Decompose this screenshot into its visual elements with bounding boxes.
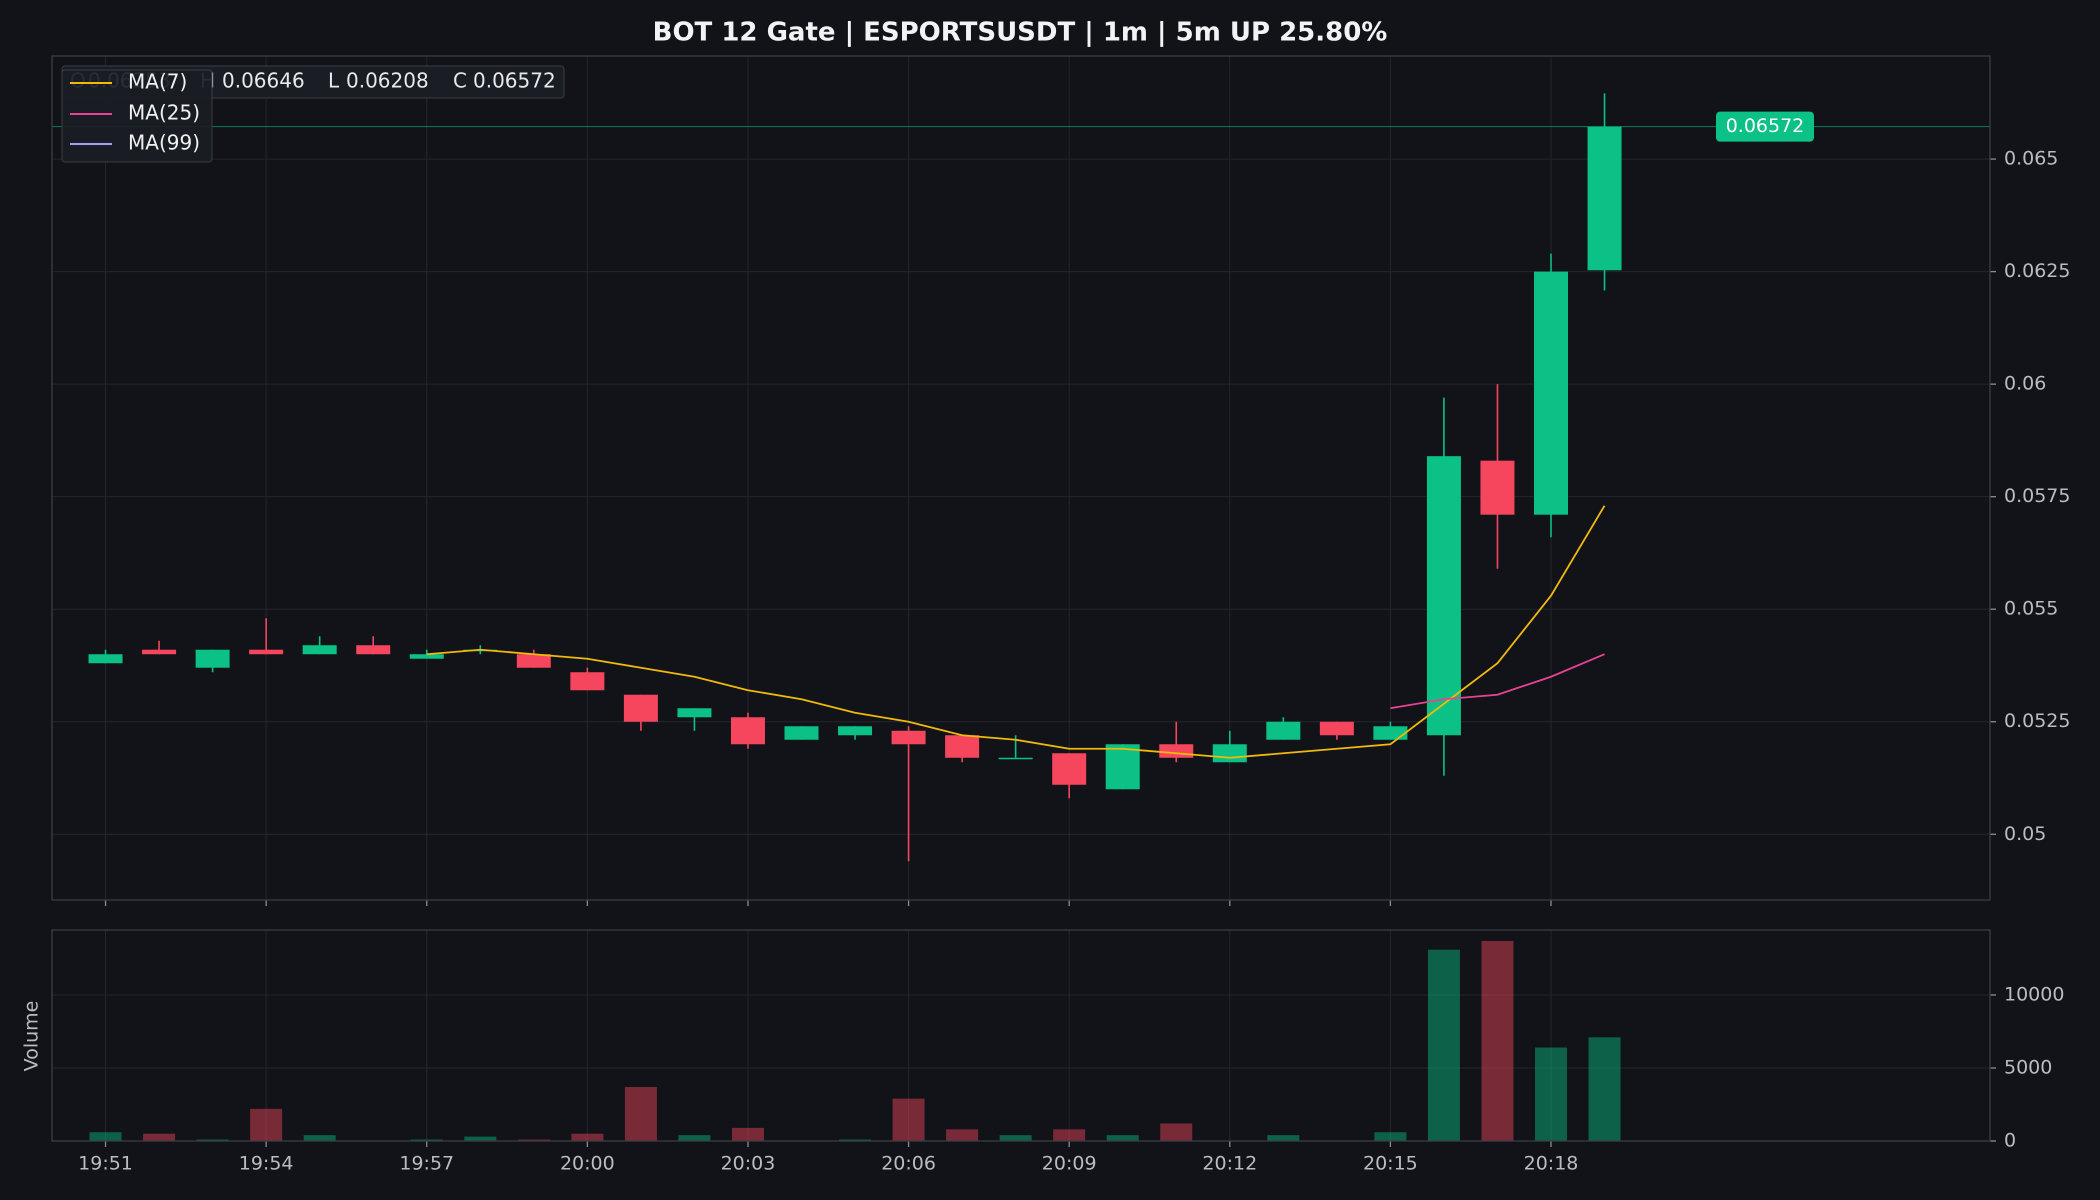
- volume-bar: [464, 1136, 497, 1141]
- volume-bar: [571, 1133, 604, 1141]
- plot-layer: 0.05 0.0525 0.055 0.0575 0.06 0.0625 0.065 0 500…: [52, 93, 2070, 1175]
- volume-bar: [1267, 1135, 1300, 1141]
- y-tick-label: 0.05: [2004, 823, 2046, 845]
- candle-body: [356, 645, 391, 655]
- candle-body: [570, 672, 605, 691]
- candle-body: [998, 757, 1033, 760]
- candle-body: [1159, 744, 1194, 758]
- volume-bar: [839, 1139, 872, 1141]
- candle-body: [1105, 744, 1140, 790]
- legend-label: MA(25): [128, 101, 200, 125]
- volume-bar: [410, 1139, 443, 1141]
- candle-body: [249, 649, 284, 655]
- volume-frame: [51, 929, 1991, 1142]
- x-tick-label: 19:51: [78, 1153, 133, 1175]
- volume-bar: [303, 1135, 336, 1141]
- volume-bar: [1427, 949, 1460, 1141]
- volume-bar: [1535, 1047, 1568, 1141]
- volume-bar: [517, 1139, 550, 1141]
- x-tick-label: 20:18: [1524, 1153, 1579, 1175]
- volume-bar: [946, 1129, 979, 1141]
- candle-body: [945, 735, 980, 758]
- x-tick-label: 19:54: [239, 1153, 294, 1175]
- volume-bar: [1588, 1037, 1621, 1141]
- x-tick-label: 20:06: [881, 1153, 936, 1175]
- ma-line: [426, 505, 1606, 759]
- y-tick-label: 5000: [2004, 1056, 2052, 1078]
- volume-axis-label: Volume: [21, 1001, 43, 1072]
- volume-bar: [250, 1108, 283, 1141]
- candle-body: [730, 717, 765, 745]
- candle-body: [784, 726, 819, 740]
- candle-body: [88, 654, 123, 664]
- candle-body: [1587, 126, 1622, 271]
- info-value: 0.06572: [473, 69, 556, 93]
- volume-bar: [1374, 1132, 1407, 1141]
- y-tick-label: 0.0625: [2004, 260, 2070, 282]
- candle-body: [1426, 456, 1461, 736]
- y-tick-label: 0.06: [2004, 373, 2046, 395]
- volume-bar: [624, 1086, 657, 1141]
- candle-body: [838, 726, 873, 736]
- candle-body: [1373, 726, 1408, 740]
- y-tick-label: 10000: [2004, 983, 2064, 1005]
- price-frame: [51, 55, 1991, 901]
- volume-bar: [892, 1098, 925, 1141]
- legend-bg: [61, 69, 213, 163]
- candle-body: [195, 649, 230, 668]
- legend-label: MA(99): [128, 131, 200, 155]
- legend: MA(7) MA(25) MA(99): [61, 69, 213, 163]
- legend-label: MA(7): [128, 70, 187, 94]
- candle-body: [1266, 721, 1301, 740]
- info-label: L: [328, 69, 340, 93]
- x-tick-label: 20:03: [721, 1153, 776, 1175]
- candle-body: [1052, 753, 1087, 785]
- y-tick-label: 0: [2004, 1130, 2016, 1152]
- volume-bar: [143, 1133, 176, 1141]
- chart-title: BOT 12 Gate | ESPORTSUSDT | 1m | 5m UP 2…: [653, 18, 1388, 48]
- last-price-badge: [1716, 111, 1814, 142]
- candle-body: [1480, 460, 1515, 515]
- x-tick-label: 20:12: [1202, 1153, 1257, 1175]
- volume-bar: [678, 1135, 711, 1141]
- candle-body: [1319, 721, 1354, 736]
- volume-bar: [731, 1127, 764, 1141]
- volume-bar: [89, 1132, 122, 1141]
- last-price-label: 0.06572: [1726, 115, 1805, 137]
- y-tick-label: 0.0525: [2004, 710, 2070, 732]
- x-tick-label: 20:00: [560, 1153, 615, 1175]
- x-tick-label: 19:57: [399, 1153, 454, 1175]
- candle-body: [677, 708, 712, 718]
- x-tick-label: 20:15: [1363, 1153, 1418, 1175]
- candle-body: [891, 730, 926, 745]
- volume-bar: [1053, 1129, 1086, 1141]
- candle-body: [1212, 744, 1247, 763]
- candle-body: [142, 649, 177, 655]
- y-tick-label: 0.0575: [2004, 485, 2070, 507]
- candle-body: [516, 654, 551, 668]
- x-tick-label: 20:09: [1042, 1153, 1097, 1175]
- candle-body: [1534, 271, 1569, 515]
- candle-body: [623, 694, 658, 722]
- info-value: 0.06208: [346, 69, 429, 93]
- volume-bar: [1481, 940, 1514, 1141]
- info-value: 0.06646: [222, 69, 305, 93]
- candle-body: [409, 654, 444, 659]
- volume-bar: [999, 1135, 1032, 1141]
- volume-bar: [1106, 1135, 1139, 1141]
- ma-line: [1390, 653, 1605, 710]
- volume-bar: [196, 1139, 229, 1141]
- candle-body: [302, 645, 337, 655]
- y-tick-label: 0.065: [2004, 148, 2058, 170]
- y-tick-label: 0.055: [2004, 598, 2058, 620]
- info-label: C: [453, 69, 467, 93]
- volume-bar: [1160, 1123, 1193, 1141]
